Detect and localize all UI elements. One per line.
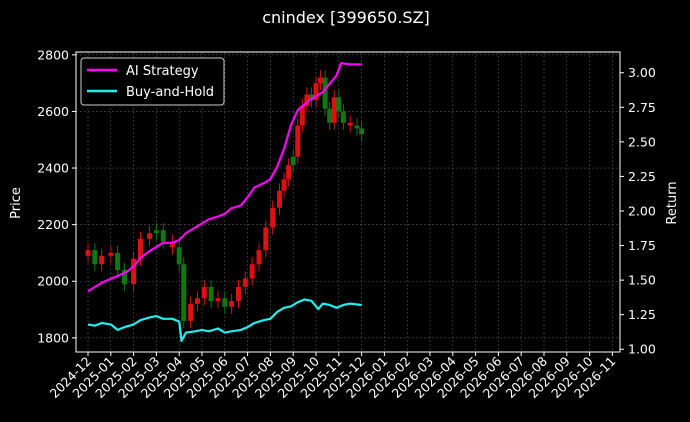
candle-body: [336, 97, 342, 112]
y-right-tick-label: 3.00: [628, 65, 656, 80]
candle-body: [299, 105, 305, 126]
candle-body: [147, 233, 153, 239]
candle-body: [256, 250, 262, 265]
series-line-ai-strategy: [87, 61, 362, 293]
candle-body: [208, 286, 214, 302]
candlesticks: [85, 70, 365, 328]
candle-body: [115, 252, 121, 270]
candle-body: [304, 94, 310, 106]
candle-body: [270, 207, 276, 228]
candle-body: [313, 83, 319, 101]
plot-frame: [75, 51, 621, 353]
candle-body: [201, 286, 207, 299]
y-right-tick-label: 1.75: [628, 238, 656, 253]
candle-body: [340, 111, 346, 123]
candle-body: [181, 264, 187, 321]
candle-body: [359, 128, 365, 135]
candle-body: [85, 250, 91, 256]
legend: AI Strategy Buy-and-Hold: [80, 57, 225, 106]
legend-label-ai-strategy: AI Strategy: [126, 64, 199, 79]
y-right-tick-label: 2.00: [628, 203, 656, 218]
candle-body: [121, 269, 127, 285]
chart-title: cnindex [399650.SZ]: [262, 8, 430, 27]
y-left-tick-label: 2200: [37, 217, 69, 232]
y-axis-left-title: Price: [9, 187, 24, 219]
series-line-buy-and-hold: [87, 298, 362, 342]
candle-body: [277, 190, 283, 208]
candle-body: [92, 250, 98, 265]
y-right-tick-label: 2.25: [628, 169, 656, 184]
y-right-tick-label: 1.50: [628, 273, 656, 288]
series-lines: [87, 61, 362, 342]
candle-body: [176, 247, 182, 265]
candle-body: [318, 77, 324, 84]
y-right-tick-label: 1.25: [628, 307, 656, 322]
candle-body: [327, 108, 333, 123]
candle-body: [169, 241, 175, 248]
candle-body: [354, 125, 360, 129]
candle-body: [263, 227, 269, 251]
candle-body: [229, 301, 235, 307]
y-left-tick-label: 2400: [37, 161, 69, 176]
candle-body: [194, 298, 200, 304]
candle-body: [222, 298, 228, 307]
candle-body: [286, 165, 292, 180]
candle-body: [347, 122, 353, 126]
candle-body: [249, 264, 255, 279]
candle-body: [215, 298, 221, 302]
y-left-tick-label: 2600: [37, 104, 69, 119]
candle-body: [281, 179, 287, 191]
candle-body: [322, 77, 328, 109]
candle-body: [131, 258, 137, 285]
candle-body: [153, 230, 159, 234]
y-left-tick-label: 1800: [37, 330, 69, 345]
candle-body: [99, 255, 105, 265]
y-right-tick-label: 2.50: [628, 134, 656, 149]
candle-body: [235, 286, 241, 302]
y-left-tick-label: 2000: [37, 274, 69, 289]
y-right-tick-label: 1.00: [628, 342, 656, 357]
y-right-tick-label: 2.75: [628, 100, 656, 115]
candle-body: [295, 125, 301, 157]
candle-body: [331, 97, 337, 123]
y-left-tick-label: 2800: [37, 47, 69, 62]
candle-body: [290, 156, 296, 166]
candle-body: [137, 238, 143, 259]
candle-body: [242, 278, 248, 287]
candle-body: [160, 230, 166, 242]
candle-body: [308, 94, 314, 101]
legend-label-buy-and-hold: Buy-and-Hold: [126, 85, 214, 100]
candle-body: [188, 303, 194, 321]
candle-body: [108, 252, 114, 256]
y-axis-right-title: Return: [665, 181, 680, 224]
